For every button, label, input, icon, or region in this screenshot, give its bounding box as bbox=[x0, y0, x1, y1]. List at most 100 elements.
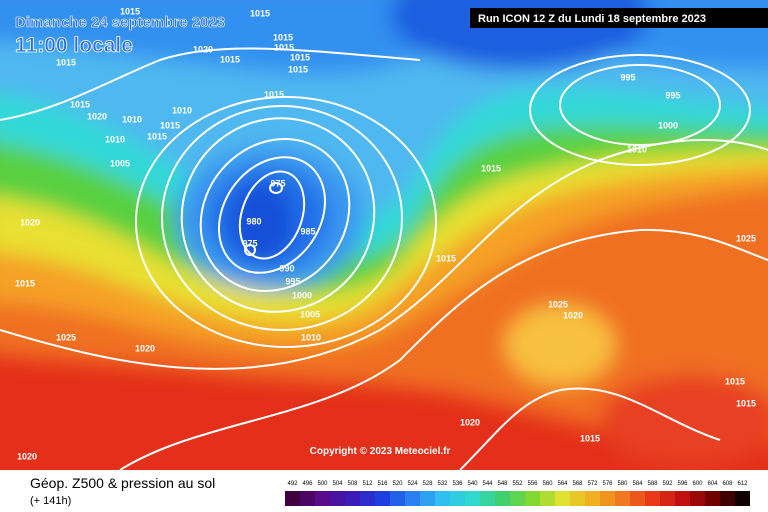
isobar-label: 1015 bbox=[147, 131, 167, 141]
isobar-label: 1015 bbox=[15, 278, 35, 288]
scale-label: 600 bbox=[692, 481, 703, 487]
scale-label: 492 bbox=[287, 481, 298, 487]
isobar-label: 1020 bbox=[135, 343, 155, 353]
scale-label: 548 bbox=[497, 481, 508, 487]
scale-swatch bbox=[420, 491, 435, 506]
scale-swatch bbox=[600, 491, 615, 506]
scale-label: 508 bbox=[347, 481, 358, 487]
scale-swatch bbox=[495, 491, 510, 506]
scale-swatch bbox=[345, 491, 360, 506]
isobar-label: 1005 bbox=[110, 158, 130, 168]
scale-swatch bbox=[660, 491, 675, 506]
scale-swatch bbox=[555, 491, 570, 506]
isobar bbox=[217, 156, 327, 274]
run-info: Run ICON 12 Z du Lundi 18 septembre 2023 bbox=[478, 13, 706, 25]
scale-label: 576 bbox=[602, 481, 613, 487]
isobar-label: 1020 bbox=[17, 451, 37, 461]
isobar-label: 1015 bbox=[264, 89, 284, 99]
scale-label: 604 bbox=[707, 481, 718, 487]
scale-swatch bbox=[480, 491, 495, 506]
isobar-label: 995 bbox=[665, 90, 680, 100]
isobar-label: 995 bbox=[285, 276, 300, 286]
isobar-label: 1015 bbox=[290, 52, 310, 62]
scale-label: 520 bbox=[392, 481, 403, 487]
isobar-label: 1015 bbox=[481, 163, 501, 173]
scale-label: 568 bbox=[572, 481, 583, 487]
scale-label: 500 bbox=[317, 481, 328, 487]
scale-label: 504 bbox=[332, 481, 343, 487]
isobar-label: 1000 bbox=[292, 290, 312, 300]
isobar-label: 1015 bbox=[220, 54, 240, 64]
scale-swatch bbox=[300, 491, 315, 506]
scale-swatch bbox=[720, 491, 735, 506]
isobar bbox=[269, 182, 283, 194]
time: 11:00 locale bbox=[15, 34, 133, 57]
scale-label: 596 bbox=[677, 481, 688, 487]
isobar-label: 1010 bbox=[627, 144, 647, 154]
isobar-label: 1010 bbox=[172, 105, 192, 115]
scale-swatch bbox=[510, 491, 525, 506]
isobar-label: 1020 bbox=[563, 310, 583, 320]
isobars bbox=[0, 47, 768, 470]
isobar-label: 980 bbox=[246, 216, 261, 226]
scale-swatch bbox=[615, 491, 630, 506]
isobar bbox=[180, 117, 376, 313]
date: Dimanche 24 septembre 2023 bbox=[15, 14, 225, 31]
run-box bbox=[470, 8, 768, 28]
field bbox=[0, 0, 768, 470]
isobar-label: 1015 bbox=[120, 6, 140, 16]
isobar-label: 995 bbox=[620, 72, 635, 82]
isobar bbox=[199, 137, 351, 293]
scale-label: 516 bbox=[377, 481, 388, 487]
scale-label: 572 bbox=[587, 481, 598, 487]
scale-label: 544 bbox=[482, 481, 493, 487]
isobar-label: 1015 bbox=[273, 32, 293, 42]
isobar-label: 1025 bbox=[56, 332, 76, 342]
isobar bbox=[0, 47, 421, 121]
isobar-label: 1015 bbox=[250, 8, 270, 18]
isobar bbox=[161, 105, 403, 331]
scale-label: 532 bbox=[437, 481, 448, 487]
isobar bbox=[0, 139, 768, 370]
isobar-label: 1010 bbox=[301, 332, 321, 342]
scale-swatch bbox=[285, 491, 300, 506]
color-scale: 492 496 500 504 508 512 516 520 524 528 532 536 540 5… bbox=[285, 481, 750, 506]
isobar-label: 1015 bbox=[725, 376, 745, 386]
isobar bbox=[459, 387, 721, 470]
isobar-label: 1025 bbox=[736, 233, 756, 243]
scale-swatch bbox=[525, 491, 540, 506]
isobar-label: 1020 bbox=[20, 217, 40, 227]
scale-swatch bbox=[435, 491, 450, 506]
scale-label: 580 bbox=[617, 481, 628, 487]
scale-label: 584 bbox=[632, 481, 643, 487]
scale-swatch bbox=[315, 491, 330, 506]
scale-swatch bbox=[585, 491, 600, 506]
copyright: Copyright © 2023 Meteociel.fr bbox=[310, 446, 451, 457]
isobar bbox=[119, 228, 768, 470]
isobar bbox=[529, 54, 751, 166]
isobar bbox=[244, 244, 256, 256]
scale-label: 564 bbox=[557, 481, 568, 487]
isobar bbox=[135, 96, 437, 348]
isobar-label: 1000 bbox=[658, 120, 678, 130]
scale-label: 496 bbox=[302, 481, 313, 487]
isobar-label: 1005 bbox=[300, 309, 320, 319]
isobar-label: 1025 bbox=[548, 299, 568, 309]
isobar-label: 990 bbox=[279, 263, 294, 273]
scale-swatch bbox=[360, 491, 375, 506]
isobar-label: 1015 bbox=[274, 42, 294, 52]
scale-swatch bbox=[630, 491, 645, 506]
scale-swatch bbox=[405, 491, 420, 506]
isobar-labels: 1015 101510151020101510151015101510151015… bbox=[15, 6, 756, 461]
scale-swatch bbox=[570, 491, 585, 506]
scale-label: 556 bbox=[527, 481, 538, 487]
isobar-label: 1015 bbox=[160, 120, 180, 130]
scale-swatch bbox=[390, 491, 405, 506]
scale-swatch bbox=[705, 491, 720, 506]
isobar-label: 985 bbox=[300, 226, 315, 236]
isobar-label: 1015 bbox=[436, 253, 456, 263]
isobar-label: 1010 bbox=[105, 134, 125, 144]
scale-label: 512 bbox=[362, 481, 373, 487]
isobar-label: 1010 bbox=[122, 114, 142, 124]
scale-label: 524 bbox=[407, 481, 418, 487]
